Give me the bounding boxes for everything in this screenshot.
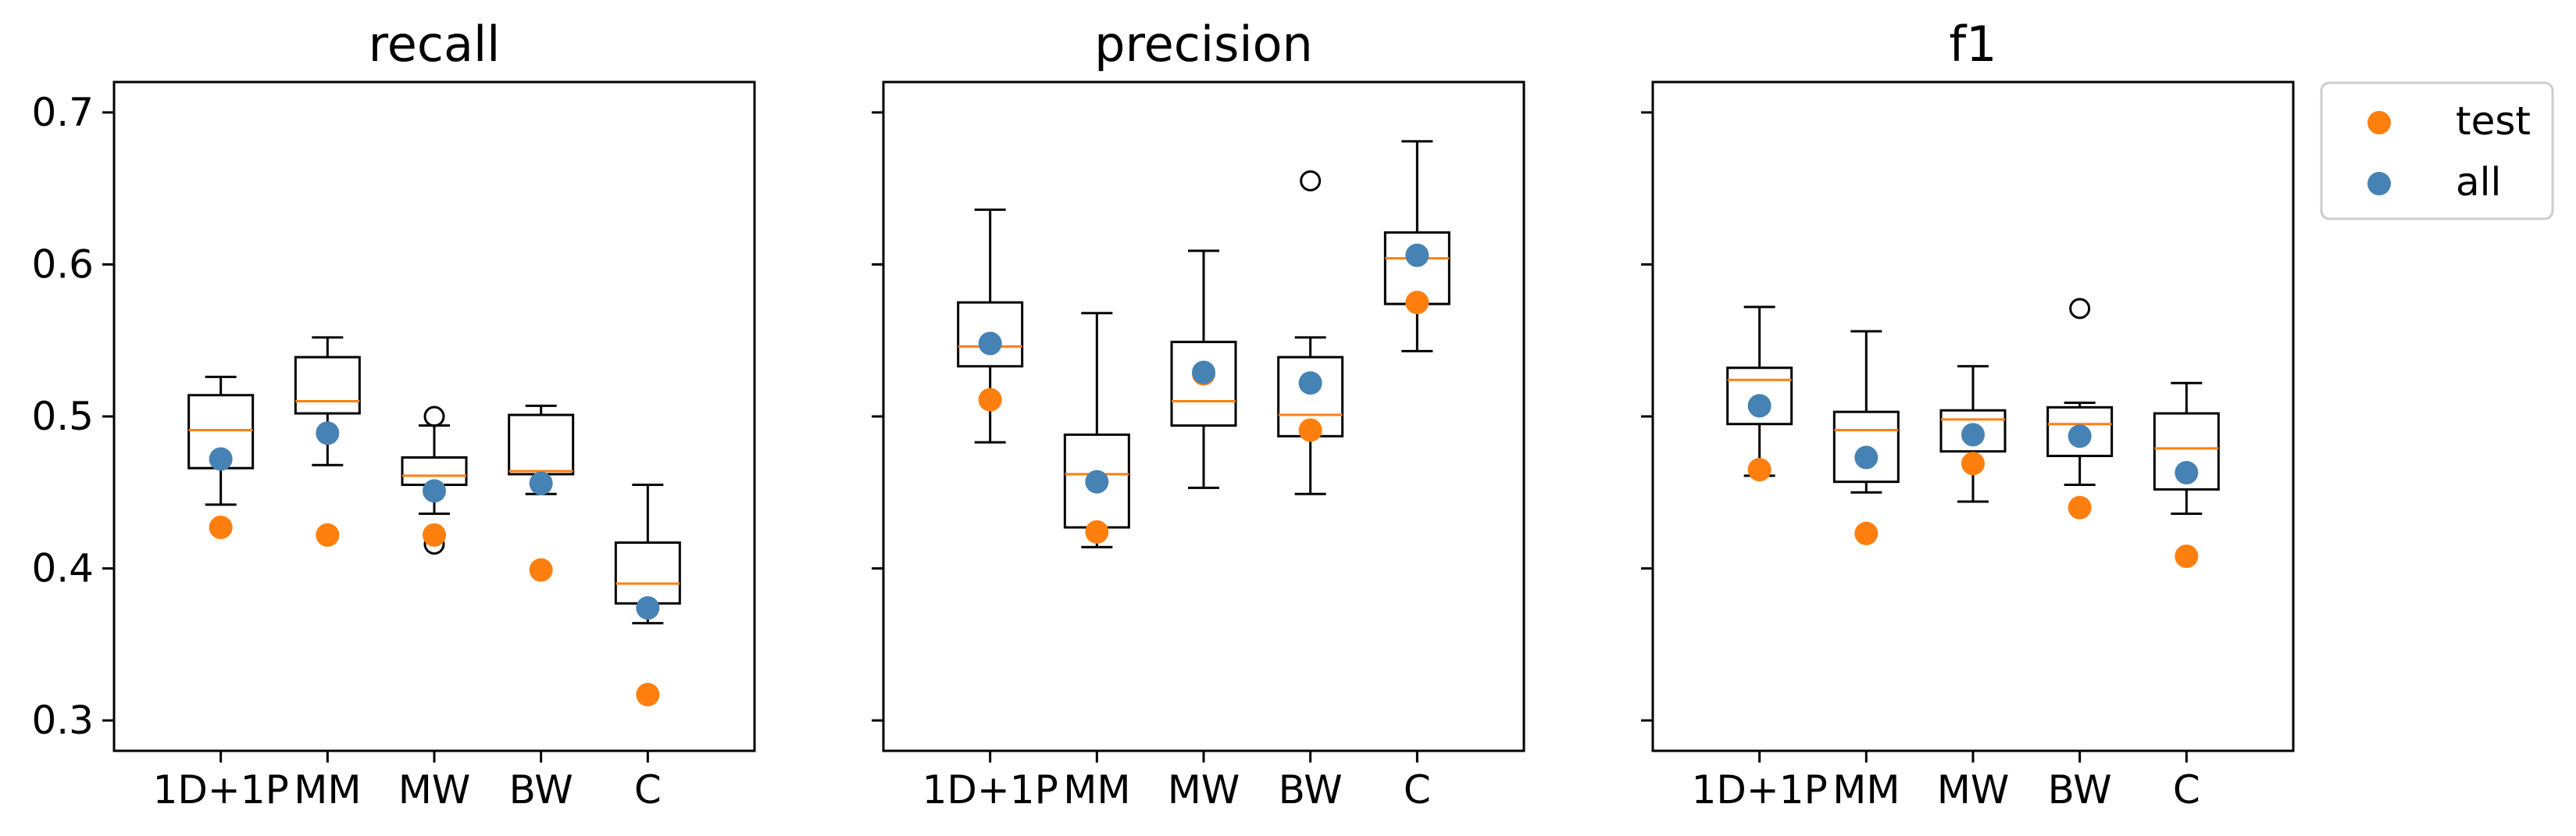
panel-0: recall 0.3 0.4 0.5 0.6 0.7 1D+1P MM MW BW C: [31, 16, 756, 813]
axes-frame: [112, 80, 756, 752]
point-test-MW: [423, 523, 446, 547]
point-test-1D+1P: [1747, 458, 1771, 482]
point-all-MW: [423, 479, 446, 503]
x-tick-label: MM: [294, 767, 361, 813]
outlier-point: [423, 405, 445, 427]
box-C: [2153, 381, 2220, 516]
outlier-point: [2069, 298, 2091, 320]
box-BW: [2046, 298, 2114, 487]
point-test-C: [636, 683, 660, 707]
point-all-MW: [1961, 423, 1985, 447]
iqr-box: [1939, 409, 2007, 453]
point-test-C: [2175, 544, 2199, 568]
legend-label-all: all: [2456, 159, 2501, 205]
point-test-BW: [2068, 495, 2092, 520]
iqr-box: [1726, 366, 1793, 426]
box-BW: [1277, 170, 1344, 495]
point-all-C: [636, 596, 660, 620]
axes-frame: [1651, 80, 2295, 752]
x-tick-label: MW: [1168, 767, 1240, 813]
point-all-1D+1P: [209, 447, 233, 471]
point-test-BW: [1298, 418, 1322, 442]
point-all-1D+1P: [978, 331, 1002, 355]
point-test-MM: [1085, 520, 1109, 544]
box-MM: [294, 336, 361, 466]
legend: test all: [2320, 81, 2554, 220]
panel-title: recall: [369, 16, 501, 73]
x-tick-label: BW: [509, 767, 573, 813]
point-all-MM: [1854, 445, 1878, 470]
x-tick-label: 1D+1P: [922, 767, 1058, 813]
x-tick-label: BW: [2048, 767, 2112, 813]
legend-marker-all: [2367, 172, 2391, 195]
point-test-1D+1P: [978, 388, 1002, 412]
panel-title: f1: [1949, 16, 1996, 73]
iqr-box: [614, 541, 681, 605]
x-tick-label: MM: [1063, 767, 1130, 813]
x-tick-label: MW: [398, 767, 471, 813]
point-all-MM: [316, 421, 340, 445]
y-tick-label: 0.3: [31, 698, 94, 743]
iqr-box: [1832, 410, 1900, 484]
x-tick-label: C: [1404, 767, 1431, 813]
point-test-MM: [316, 523, 340, 547]
box-1D+1P: [1726, 305, 1793, 477]
y-tick-label: 0.5: [31, 394, 94, 439]
y-tick-label: 0.6: [31, 241, 94, 287]
x-tick-label: 1D+1P: [153, 767, 289, 813]
x-tick-label: MM: [1832, 767, 1900, 813]
point-test-1D+1P: [209, 516, 233, 540]
iqr-box: [2046, 405, 2114, 458]
iqr-box: [1170, 341, 1237, 427]
x-tick-label: 1D+1P: [1692, 767, 1828, 813]
y-tick-label: 0.7: [31, 90, 94, 135]
x-tick-label: C: [2173, 767, 2200, 813]
box-1D+1P: [187, 375, 255, 506]
box-MM: [1832, 330, 1900, 494]
box-MW: [1939, 365, 2007, 503]
panel-2: f1 1D+1P MM MW BW C: [1641, 16, 2295, 813]
iqr-box: [508, 413, 575, 476]
point-all-C: [2175, 460, 2199, 484]
box-MM: [1063, 312, 1130, 548]
legend-label-test: test: [2456, 98, 2531, 144]
point-all-MW: [1192, 360, 1215, 384]
panel-1: precision 1D+1P MM MW BW C: [872, 16, 1525, 813]
iqr-box: [957, 301, 1024, 368]
point-test-MM: [1854, 521, 1878, 545]
point-all-C: [1405, 243, 1429, 267]
box-MW: [1170, 249, 1237, 489]
panel-title: precision: [1094, 16, 1313, 73]
point-all-MM: [1085, 470, 1109, 494]
x-tick-label: BW: [1279, 767, 1343, 813]
point-test-MW: [1961, 452, 1985, 476]
iqr-box: [2153, 412, 2220, 491]
point-test-C: [1405, 291, 1429, 315]
outlier-point: [1300, 170, 1322, 191]
point-test-BW: [529, 558, 553, 582]
point-all-BW: [2068, 424, 2092, 448]
x-tick-label: C: [634, 767, 662, 813]
point-all-1D+1P: [1747, 394, 1771, 418]
x-tick-label: MW: [1937, 767, 2010, 813]
axes-frame: [882, 80, 1525, 752]
legend-marker-test: [2367, 111, 2391, 134]
point-all-BW: [529, 471, 553, 495]
iqr-box: [294, 355, 361, 415]
y-tick-label: 0.4: [31, 546, 94, 591]
point-all-BW: [1298, 371, 1322, 395]
